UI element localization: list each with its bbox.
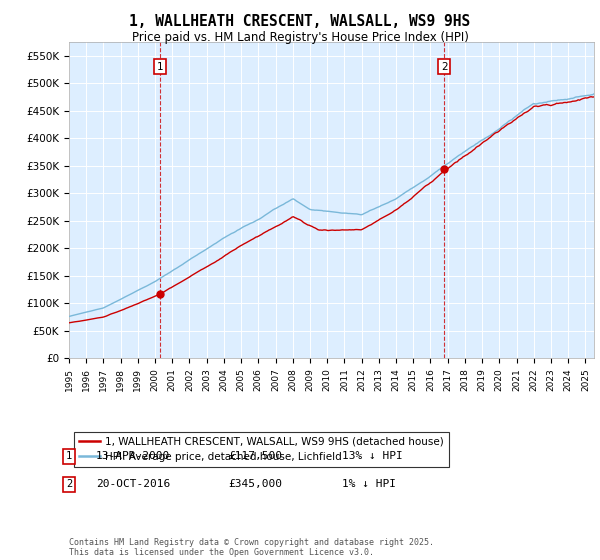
Text: 13-APR-2000: 13-APR-2000 (96, 451, 170, 461)
Text: £345,000: £345,000 (228, 479, 282, 489)
Text: 1: 1 (157, 62, 163, 72)
Text: Price paid vs. HM Land Registry's House Price Index (HPI): Price paid vs. HM Land Registry's House … (131, 31, 469, 44)
Legend: 1, WALLHEATH CRESCENT, WALSALL, WS9 9HS (detached house), HPI: Average price, de: 1, WALLHEATH CRESCENT, WALSALL, WS9 9HS … (74, 432, 449, 467)
Text: 1% ↓ HPI: 1% ↓ HPI (342, 479, 396, 489)
Text: 2: 2 (441, 62, 448, 72)
Text: 20-OCT-2016: 20-OCT-2016 (96, 479, 170, 489)
Text: 13% ↓ HPI: 13% ↓ HPI (342, 451, 403, 461)
Text: 1, WALLHEATH CRESCENT, WALSALL, WS9 9HS: 1, WALLHEATH CRESCENT, WALSALL, WS9 9HS (130, 14, 470, 29)
Text: 1: 1 (66, 451, 72, 461)
Text: 2: 2 (66, 479, 72, 489)
Text: £117,500: £117,500 (228, 451, 282, 461)
Text: Contains HM Land Registry data © Crown copyright and database right 2025.
This d: Contains HM Land Registry data © Crown c… (69, 538, 434, 557)
